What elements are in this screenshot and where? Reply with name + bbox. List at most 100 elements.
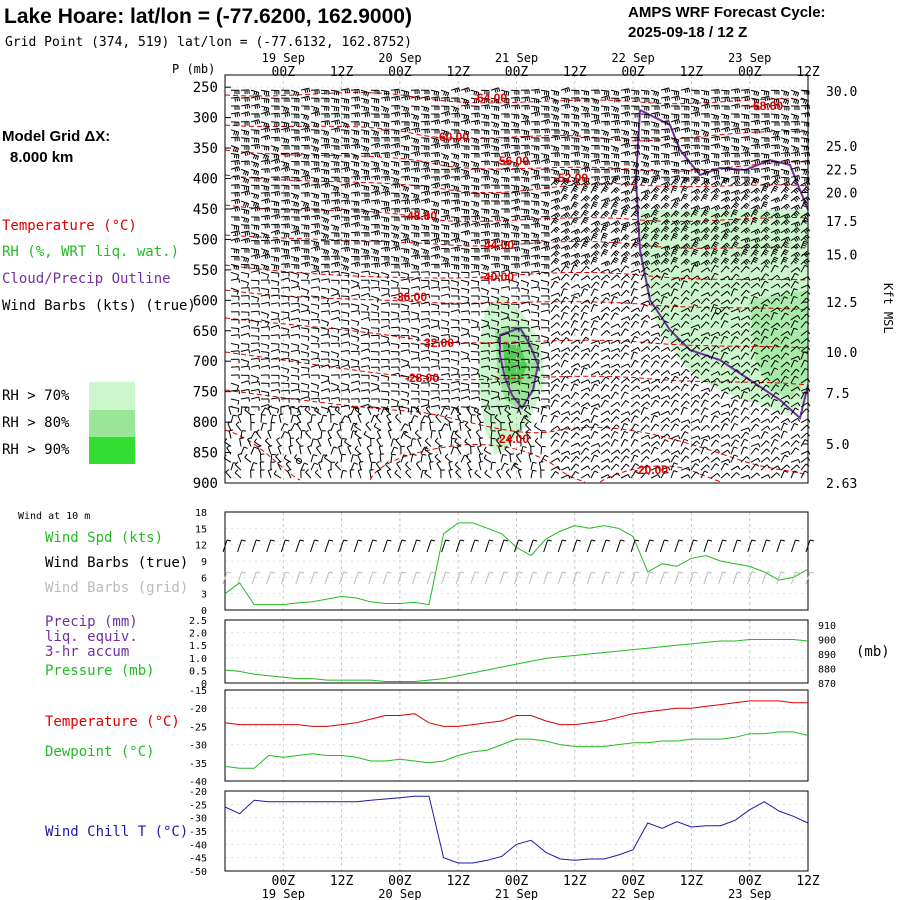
wind-barb-flag [384, 187, 388, 192]
wind-barb-flag [574, 211, 579, 215]
wind-barb-flag [674, 128, 677, 133]
wind-barb-flag [243, 202, 246, 207]
wind-barb-flag [653, 218, 658, 222]
wind-barb-flag [428, 198, 431, 203]
wind-barb-flag [326, 144, 329, 149]
wind-barb-flag [585, 147, 588, 152]
wind-barb-flag [434, 97, 437, 102]
wind-barb-flag [595, 210, 600, 214]
wind-barb-flag [782, 244, 787, 248]
wind-barb-flag [347, 210, 350, 215]
wind-barb-flag [633, 122, 636, 127]
wind-barb-flag [794, 147, 798, 152]
wind-barb-flag [514, 105, 517, 110]
wind-barb [550, 217, 556, 226]
wind-barb-flag [787, 181, 791, 186]
wind-barb-flag [463, 185, 466, 190]
wind-barb-flag [713, 237, 717, 241]
wind-barb-flag [276, 214, 279, 219]
wind-barb-flag [505, 91, 508, 96]
wind-barb-flag [487, 115, 490, 120]
wind-barb-flag [285, 139, 288, 144]
wind-barb-flag [448, 191, 451, 196]
wind-barb-flag [237, 249, 240, 254]
wind-barb-flag [693, 197, 698, 202]
wind-barb-flag [396, 96, 399, 101]
wind-barb-flag [398, 245, 401, 250]
wind-barb-flag [363, 249, 366, 254]
wind-barb-flag [555, 147, 558, 152]
wind-barb-flag [786, 152, 789, 157]
wind-barb-flag [597, 107, 600, 112]
wind-barb-flag [613, 189, 618, 194]
wind-barb-flag [336, 192, 338, 197]
wind-barb-flag [393, 162, 396, 167]
wind-barb-flag [768, 175, 771, 180]
wind-barb-flag [437, 226, 440, 231]
wind-barb-flag [693, 242, 698, 246]
wind-barb-flag [602, 228, 607, 231]
wind-barb-flag [464, 192, 467, 197]
wind-barb-flag [688, 144, 691, 149]
wind-barb-flag [745, 194, 750, 198]
wind-barb [310, 105, 319, 109]
wind-barb-flag [677, 146, 680, 152]
wind-barb-flag [443, 233, 446, 238]
wind-barb-flag [248, 150, 251, 155]
wind-barb-flag [583, 197, 588, 202]
wind-barb-flag [518, 206, 521, 211]
wind-barb [690, 219, 698, 226]
wind-barb-flag [463, 170, 466, 175]
wind-barb-flag [705, 228, 709, 233]
wind-barb-flag [403, 194, 406, 199]
wind-barb-flag [548, 119, 551, 124]
wind-barb-flag [554, 246, 557, 251]
wind-barb-flag [666, 88, 669, 93]
wind-barb-flag [414, 96, 417, 101]
wind-barb-flag [494, 223, 497, 228]
wind-barb-flag [435, 233, 438, 238]
wind-barb-flag [353, 138, 356, 143]
wind-barb-flag [367, 241, 370, 246]
wind-barb-flag [513, 162, 516, 167]
wind-barb [600, 221, 609, 226]
wind-barb-flag [757, 99, 760, 104]
wind-barb-flag [556, 100, 560, 105]
wind-barb-flag [642, 181, 647, 184]
wind-barb-flag [365, 186, 368, 191]
wind-barb-flag [608, 95, 611, 100]
wind-barb-flag [584, 240, 589, 244]
wind-barb-flag [793, 91, 796, 96]
wind-barb [760, 95, 769, 99]
wind-barb-flag [705, 217, 710, 222]
wind-barb-flag [365, 107, 368, 112]
wind-barb-flag [258, 206, 261, 211]
wind-barb-flag [705, 91, 708, 96]
wind-barb-flag [444, 175, 447, 180]
wind-barb-flag [626, 176, 629, 181]
wind-barb-flag [743, 229, 748, 234]
wind-barb-flag [646, 190, 649, 195]
wind-barb-flag [474, 216, 477, 221]
wind-barb-flag [737, 139, 740, 144]
wind-barb-flag [617, 237, 621, 242]
wind-barb-flag [274, 147, 278, 152]
wind-barb-flag [743, 205, 748, 210]
wind-barb-flag [603, 213, 607, 218]
wind-barb-flag [715, 213, 719, 218]
wind-barb-flag [564, 222, 567, 227]
wind-barb [400, 248, 410, 251]
wind-barb-flag [555, 122, 558, 127]
wind-barb-flag [234, 160, 236, 165]
wind-barb-flag [735, 217, 740, 222]
wind-barb-flag [597, 181, 601, 186]
wind-barb-flag [774, 214, 777, 219]
wind-barb-flag [734, 203, 739, 207]
wind-barb-flag [698, 111, 701, 116]
wind-barb-flag [694, 209, 699, 213]
wind-barb-flag [458, 206, 461, 212]
wind-barb-flag [383, 233, 386, 238]
wind-barb-flag [554, 217, 559, 221]
wind-barb-flag [623, 138, 626, 143]
wind-barb-flag [703, 178, 706, 183]
